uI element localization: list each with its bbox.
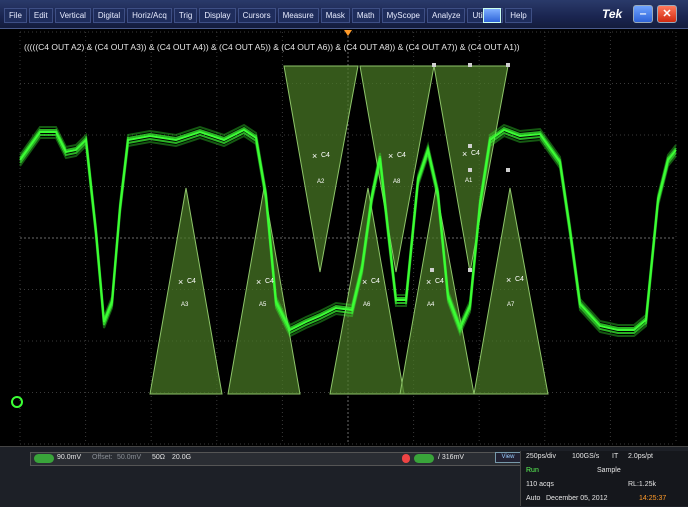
mask-region[interactable] bbox=[283, 65, 359, 273]
menu-item-help[interactable]: Help bbox=[505, 8, 532, 23]
mask-area-label: A2 bbox=[317, 179, 325, 185]
minimize-button[interactable]: ‒ bbox=[633, 5, 653, 23]
trigger-level: / 316mV bbox=[438, 454, 465, 461]
menu-item-vertical[interactable]: Vertical bbox=[54, 8, 91, 23]
mask-markers: × C4 A2 × C4 A8 × C4 A1 × C4 A3 × C4 A5 × C4 A6 × C4 A4 × C4 A7 bbox=[178, 149, 524, 308]
mask-region[interactable] bbox=[399, 187, 475, 395]
record-length: RL:1.25k bbox=[628, 481, 657, 488]
marker-channel-label: C4 bbox=[471, 150, 480, 157]
sample-rate: 100GS/s bbox=[572, 453, 600, 460]
waveform-traces bbox=[19, 123, 677, 338]
marker-channel-label: C4 bbox=[321, 152, 330, 159]
menu-item-trig[interactable]: Trig bbox=[173, 8, 198, 23]
waveform-trace bbox=[19, 134, 677, 338]
close-button[interactable]: ✕ bbox=[657, 5, 677, 23]
menu-item-mask[interactable]: Mask bbox=[320, 8, 350, 23]
menu-item-display[interactable]: Display bbox=[199, 8, 236, 23]
mask-handle[interactable] bbox=[506, 168, 510, 172]
marker-channel-label: C4 bbox=[265, 278, 274, 285]
channel-ground-marker[interactable] bbox=[11, 396, 23, 408]
timebase-readout bbox=[520, 451, 688, 506]
mask-area-label: A3 bbox=[181, 302, 189, 308]
mask-handle[interactable] bbox=[468, 144, 472, 148]
marker-x-icon: × bbox=[462, 149, 467, 159]
run-state: Run bbox=[526, 467, 539, 474]
mask-area-label: A8 bbox=[393, 179, 401, 185]
offset-label: Offset: bbox=[92, 454, 113, 461]
it-indicator: IT bbox=[612, 453, 619, 460]
marker-x-icon: × bbox=[362, 277, 367, 287]
time: 14:25:37 bbox=[639, 495, 667, 502]
mask-handle[interactable] bbox=[468, 268, 472, 272]
mask-area-label: A5 bbox=[259, 302, 267, 308]
waveform-trace bbox=[19, 131, 677, 335]
menu-item-myscope[interactable]: MyScope bbox=[381, 8, 425, 23]
marker-x-icon: × bbox=[426, 277, 431, 287]
marker-channel-label: C4 bbox=[397, 152, 406, 159]
menu-item-math[interactable]: Math bbox=[351, 8, 380, 23]
mask-area-label: A7 bbox=[507, 302, 515, 308]
mask-region[interactable] bbox=[227, 187, 301, 395]
marker-x-icon: × bbox=[178, 277, 183, 287]
offset-value: 50.0mV bbox=[117, 454, 142, 461]
date: December 05, 2012 bbox=[546, 495, 608, 502]
mask-handle[interactable] bbox=[468, 63, 472, 67]
trigger-mode: Auto bbox=[526, 495, 541, 502]
horizontal-scale: 250ps/div bbox=[526, 453, 556, 460]
mask-handle[interactable] bbox=[432, 63, 436, 67]
acq-mode: Sample bbox=[597, 467, 621, 474]
menu-item-measure[interactable]: Measure bbox=[277, 8, 319, 23]
waveform-display[interactable]: × C4 A2 × C4 A8 × C4 A1 × C4 A3 × C4 A5 × C4 A6 × C4 A4 × C4 A7 bbox=[0, 28, 688, 446]
mask-area-label: A6 bbox=[363, 302, 371, 308]
menu-item-analyze[interactable]: Analyze bbox=[426, 8, 466, 23]
menu-item-edit[interactable]: Edit bbox=[28, 8, 53, 23]
bandwidth-value: 20.0G bbox=[172, 454, 192, 461]
channel-badge[interactable] bbox=[34, 454, 54, 463]
impedance-value: 50Ω bbox=[152, 454, 166, 461]
trigger-source-badge[interactable] bbox=[414, 454, 434, 463]
mask-handles bbox=[430, 63, 510, 272]
menu-bar: File Edit Vertical Digital Horiz/Acq Trig Disp… bbox=[0, 0, 688, 29]
menu-item-cursors[interactable]: Cursors bbox=[237, 8, 276, 23]
acq-count: 110 acqs bbox=[526, 481, 554, 488]
help-icon[interactable] bbox=[483, 8, 501, 23]
mask-expression: (((((C4 OUT A2) & (C4 OUT A3)) & (C4 OUT… bbox=[24, 42, 520, 52]
view-button[interactable]: View bbox=[495, 452, 521, 463]
marker-channel-label: C4 bbox=[435, 278, 444, 285]
mask-regions bbox=[149, 65, 549, 395]
menu-item-digital[interactable]: Digital bbox=[92, 8, 126, 23]
per-point: 2.0ps/pt bbox=[628, 453, 653, 460]
mask-region[interactable] bbox=[149, 187, 223, 395]
marker-x-icon: × bbox=[312, 151, 317, 161]
mask-area-label: A1 bbox=[465, 178, 473, 184]
menu-item-file[interactable]: File bbox=[4, 8, 27, 23]
mask-handle[interactable] bbox=[430, 268, 434, 272]
vertical-scale: 90.0mV bbox=[57, 454, 82, 461]
menu-item-horiz-acq[interactable]: Horiz/Acq bbox=[127, 8, 172, 23]
mask-area-label: A4 bbox=[427, 302, 435, 308]
marker-x-icon: × bbox=[256, 277, 261, 287]
close-icon: ✕ bbox=[662, 8, 672, 20]
brand-logo: Tek bbox=[602, 7, 623, 21]
marker-channel-label: C4 bbox=[187, 278, 196, 285]
mask-handle[interactable] bbox=[506, 63, 510, 67]
mask-region[interactable] bbox=[473, 187, 549, 395]
marker-x-icon: × bbox=[506, 275, 511, 285]
mask-region[interactable] bbox=[329, 187, 405, 395]
trigger-position-marker[interactable] bbox=[344, 30, 352, 36]
marker-x-icon: × bbox=[388, 151, 393, 161]
marker-channel-label: C4 bbox=[515, 276, 524, 283]
menu-items: File Edit Vertical Digital Horiz/Acq Trig Disp… bbox=[4, 8, 532, 23]
marker-channel-label: C4 bbox=[371, 278, 380, 285]
minimize-icon: ‒ bbox=[639, 8, 647, 20]
trigger-icon bbox=[402, 454, 410, 463]
mask-handle[interactable] bbox=[468, 168, 472, 172]
